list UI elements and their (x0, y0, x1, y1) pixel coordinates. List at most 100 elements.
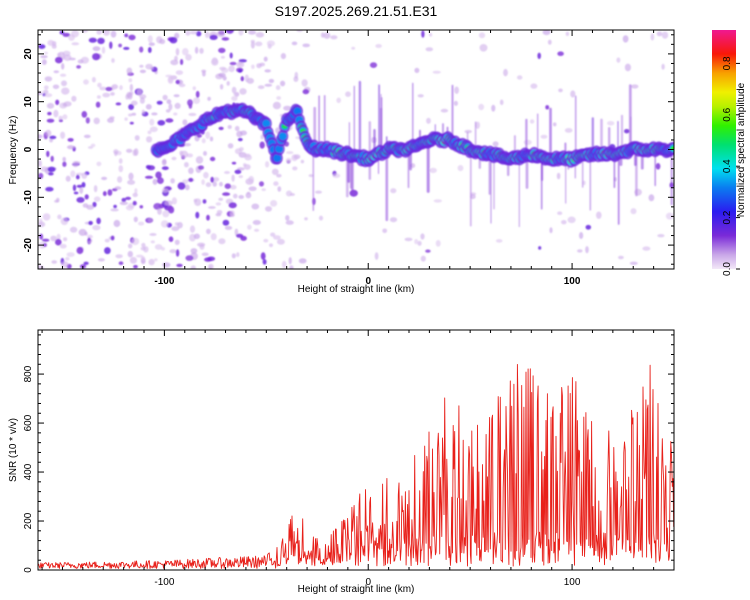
noise-blob (125, 205, 134, 211)
noise-blob (157, 207, 162, 215)
noise-blob (92, 225, 101, 231)
noise-blob (238, 195, 244, 199)
noise-blob (168, 76, 173, 83)
noise-blob (198, 165, 204, 170)
noise-blob (63, 237, 68, 242)
noise-blob (642, 246, 651, 251)
noise-blob (60, 131, 66, 139)
noise-blob (238, 175, 243, 179)
noise-blob (374, 252, 379, 260)
noise-blob (440, 108, 449, 113)
noise-blob (425, 47, 434, 52)
noise-blob (478, 32, 486, 39)
noise-blob (185, 30, 191, 36)
noise-blob (147, 165, 155, 171)
noise-blob (417, 94, 424, 98)
noise-blob (131, 100, 138, 106)
noise-blob (93, 196, 101, 202)
noise-blob (185, 255, 194, 261)
noise-blob (266, 40, 275, 47)
noise-blob (656, 31, 663, 37)
noise-blob (549, 227, 553, 234)
noise-blob (101, 46, 106, 54)
noise-blob (308, 174, 314, 178)
noise-blob (136, 254, 144, 258)
noise-blob (404, 237, 413, 242)
noise-blob (201, 179, 205, 185)
noise-blob (38, 92, 43, 96)
noise-blob (113, 219, 121, 228)
noise-blob (231, 86, 237, 94)
noise-blob (244, 74, 249, 83)
noise-blob (91, 76, 96, 83)
noise-blob (53, 109, 59, 118)
noise-blob (229, 61, 237, 66)
noise-blob (231, 161, 237, 165)
noise-blob (83, 79, 89, 85)
noise-blob (131, 112, 137, 116)
colorbar-tick-label: 0.8 (722, 56, 733, 70)
noise-blob (88, 240, 92, 244)
noise-blob (62, 161, 67, 167)
noise-blob (281, 260, 287, 268)
noise-blob (210, 176, 214, 183)
noise-blob (421, 30, 425, 38)
noise-blob (105, 86, 113, 92)
noise-blob (51, 44, 57, 49)
noise-blob (224, 171, 230, 174)
noise-blob (149, 233, 157, 236)
y-tick-label: 200 (23, 512, 34, 529)
noise-blob (76, 197, 85, 203)
noise-blob (63, 54, 72, 61)
noise-blob (239, 147, 244, 152)
snr-ylabel: SNR (10 * v/v) (8, 418, 19, 482)
noise-blob (665, 212, 674, 220)
noise-blob (246, 191, 251, 195)
y-tick-label: 20 (23, 48, 34, 60)
noise-blob (83, 134, 91, 139)
ridge-body (275, 145, 284, 153)
colorbar-tick-label: 0.0 (722, 262, 733, 276)
noise-blob (61, 80, 67, 87)
noise-blob (345, 91, 351, 97)
noise-blob (86, 204, 94, 210)
noise-blob (186, 153, 193, 158)
noise-blob (192, 86, 196, 91)
noise-blob (39, 233, 44, 240)
noise-blob (131, 237, 140, 246)
noise-blob (169, 37, 178, 44)
noise-blob (538, 246, 542, 250)
noise-blob (237, 137, 243, 142)
noise-blob (275, 85, 281, 91)
noise-blob (59, 30, 65, 35)
noise-blob (81, 182, 86, 188)
noise-blob (173, 112, 178, 116)
noise-blob (92, 46, 101, 52)
noise-blob (190, 248, 198, 254)
noise-blob (39, 218, 43, 225)
noise-blob (231, 253, 236, 259)
snr-series-line (38, 363, 674, 569)
noise-blob (138, 221, 145, 226)
noise-blob (117, 176, 123, 183)
noise-blob (47, 111, 52, 116)
noise-blob (57, 52, 61, 58)
noise-blob (661, 63, 665, 70)
noise-blob (102, 191, 107, 197)
noise-blob (133, 216, 138, 223)
noise-blob (228, 202, 237, 209)
spectrogram-ylabel: Frequency (Hz) (8, 116, 19, 185)
noise-blob (104, 247, 111, 255)
noise-blob (336, 97, 342, 104)
noise-blob (47, 166, 56, 172)
noise-blob (286, 151, 294, 155)
noise-blob (661, 31, 669, 39)
noise-blob (42, 238, 50, 242)
noise-blob (426, 117, 431, 124)
noise-blob (564, 127, 573, 133)
noise-blob (65, 175, 71, 182)
noise-blob (81, 172, 88, 179)
noise-blob (630, 208, 637, 215)
noise-blob (156, 100, 163, 105)
noise-blob (479, 44, 488, 52)
